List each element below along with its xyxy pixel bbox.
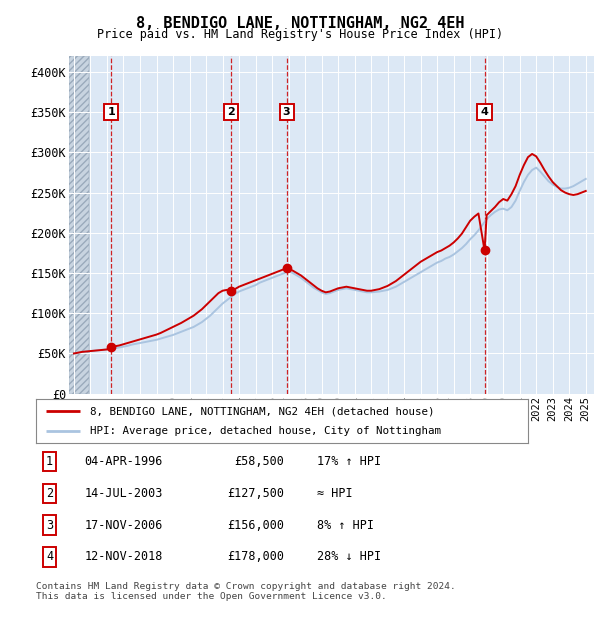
Text: 2: 2 [227, 107, 235, 117]
Text: 8, BENDIGO LANE, NOTTINGHAM, NG2 4EH: 8, BENDIGO LANE, NOTTINGHAM, NG2 4EH [136, 16, 464, 30]
Text: 12-NOV-2018: 12-NOV-2018 [85, 551, 163, 564]
Text: 2: 2 [46, 487, 53, 500]
Text: £127,500: £127,500 [227, 487, 284, 500]
Text: 3: 3 [46, 519, 53, 532]
Text: £156,000: £156,000 [227, 519, 284, 532]
Text: 17-NOV-2006: 17-NOV-2006 [85, 519, 163, 532]
Text: 4: 4 [481, 107, 488, 117]
Text: HPI: Average price, detached house, City of Nottingham: HPI: Average price, detached house, City… [90, 426, 441, 436]
Text: 3: 3 [283, 107, 290, 117]
Bar [69, 56, 89, 394]
Text: ≈ HPI: ≈ HPI [317, 487, 352, 500]
Text: 1: 1 [107, 107, 115, 117]
Text: £178,000: £178,000 [227, 551, 284, 564]
Bar [69, 56, 89, 394]
Text: 14-JUL-2003: 14-JUL-2003 [85, 487, 163, 500]
Text: 8% ↑ HPI: 8% ↑ HPI [317, 519, 374, 532]
Text: 04-APR-1996: 04-APR-1996 [85, 455, 163, 468]
Text: Price paid vs. HM Land Registry's House Price Index (HPI): Price paid vs. HM Land Registry's House … [97, 28, 503, 41]
Text: 1: 1 [46, 455, 53, 468]
Text: Contains HM Land Registry data © Crown copyright and database right 2024.
This d: Contains HM Land Registry data © Crown c… [36, 582, 456, 601]
Text: £58,500: £58,500 [235, 455, 284, 468]
Text: 4: 4 [46, 551, 53, 564]
Text: 8, BENDIGO LANE, NOTTINGHAM, NG2 4EH (detached house): 8, BENDIGO LANE, NOTTINGHAM, NG2 4EH (de… [90, 406, 434, 416]
Text: 28% ↓ HPI: 28% ↓ HPI [317, 551, 381, 564]
Text: 17% ↑ HPI: 17% ↑ HPI [317, 455, 381, 468]
